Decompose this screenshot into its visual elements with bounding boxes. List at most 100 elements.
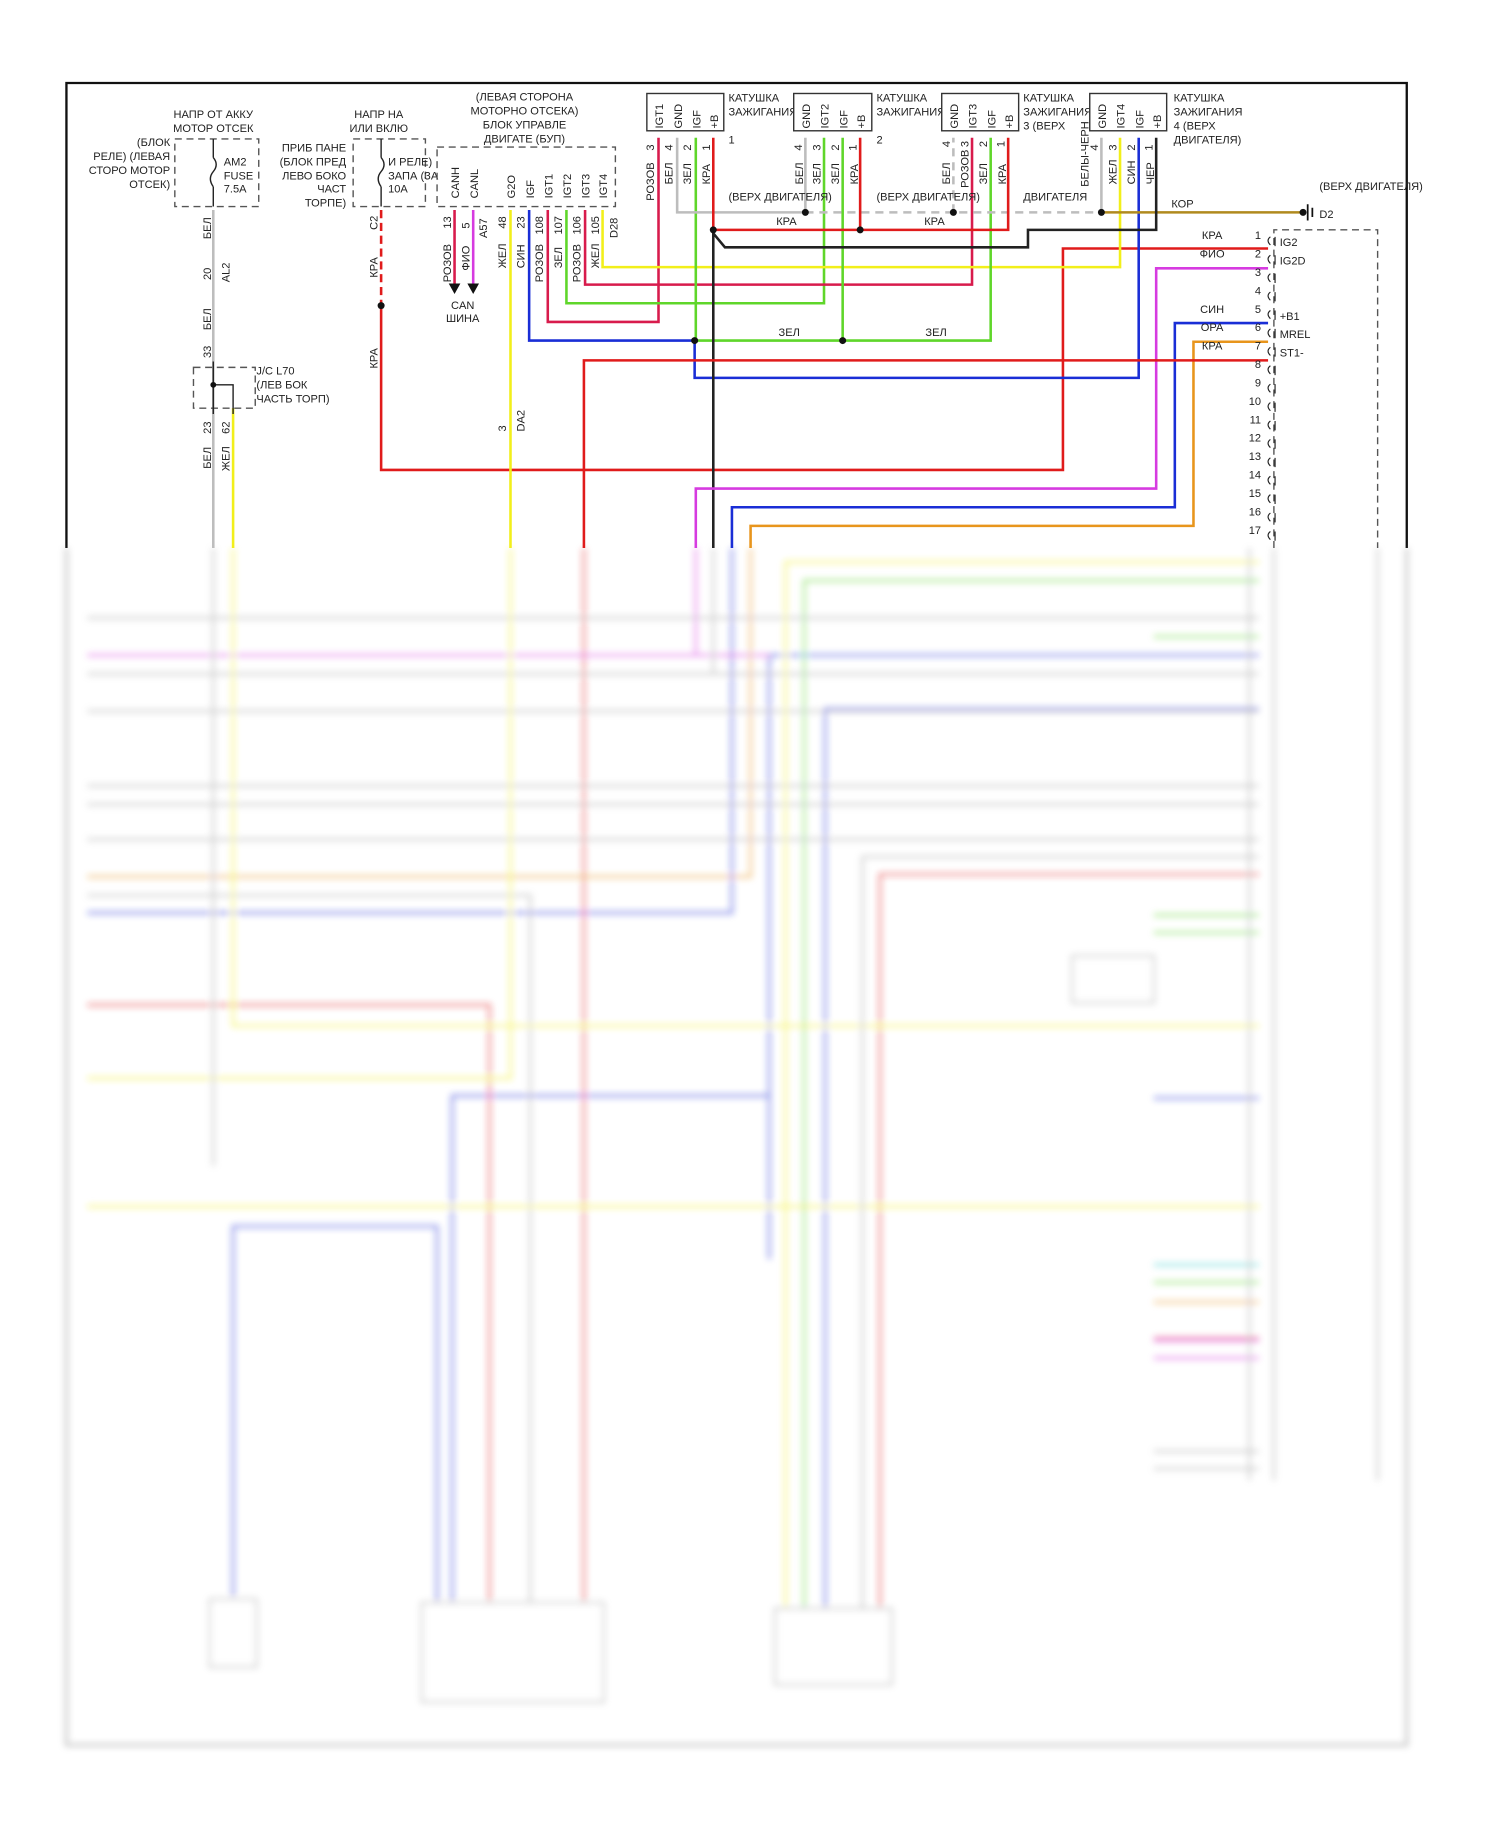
ecm-pin: IGT2 [562,174,574,199]
wire-label: ЖЕЛ [221,446,233,471]
coil-pin: IGF [986,110,998,129]
wire-label: РОЗОВ [534,244,546,282]
connector-terminal-icon [1267,310,1276,320]
wire-label: ОРА [1201,322,1224,334]
fuse-am2-rating: 7.5A [224,184,247,196]
ecm-title: (ЛЕВАЯ СТОРОНА [476,91,574,103]
wire-label: ФИО [1200,249,1225,261]
wire-label: КРА [1202,341,1223,353]
wire-label: КРА [1202,230,1223,242]
coil-pin: IGF [691,110,703,129]
wire-label: ЗЕЛ [925,327,946,339]
coil-title: КАТУШКА [1023,93,1074,105]
ecm-pin-number: 108 [534,216,546,234]
ecm-pin-number: 5 [461,223,473,229]
wire-label: БЕЛ [202,308,214,330]
connector-pin-number: 9 [1255,377,1261,389]
fuse-ign-name: И РЕЛЕ) [388,157,432,169]
connector-terminal-icon [1267,475,1276,486]
ecm-pin-number: 13 [442,216,454,228]
ignition-coil-2: GND IGT2 IGF +B КАТУШКА ЗАЖИГАНИЯ 2 (ВЕР… [793,93,980,204]
coil-title: ЗАЖИГАНИЯ [728,107,797,119]
can-bus-label: CAN [451,300,474,312]
coil-location: ДВИГАТЕЛЯ) [1174,135,1242,147]
fuse-am2-name: FUSE [224,171,254,183]
coil-number: 2 [876,135,882,147]
wire-black [712,137,1158,549]
connector-pin-number: 3 [1255,267,1261,279]
ecm-title: БЛОК УПРАВЛЕ [483,119,567,131]
ecm-connector-name: A57 [478,218,490,238]
ecm-pin-number: 105 [590,216,602,234]
fuse-am2-title: НАПР ОТ АККУ [174,109,254,121]
coil-title: КАТУШКА [876,93,927,105]
coil-pin: IGT3 [968,104,980,129]
coil-pin: IGT1 [654,104,666,129]
connector-pin-name: IG2D [1280,256,1306,268]
connector-terminal-icon [1267,457,1276,468]
diagram-frame [65,81,1408,549]
connector-terminal-icon [1267,420,1276,431]
ground-icon [1306,204,1314,221]
connector-terminal-icon [1267,438,1276,449]
wire-label: ЗЕЛ [553,247,565,268]
connector-pin-number: 7 [1255,341,1261,353]
connector-terminal-icon [1267,365,1276,376]
coil-pin: +B [709,115,721,129]
coil-pin: IGF [1134,110,1146,129]
ecm-pin: IGT4 [598,174,610,199]
ecm-pin-number: 23 [515,216,527,228]
coil-title: ЗАЖИГАНИЯ [1174,107,1243,119]
ecm-pin: IGF [525,180,537,199]
coil-pin-number: 3 [960,141,972,147]
connector-pin-number: 16 [1249,506,1261,518]
connector-terminal-icon [1267,494,1276,504]
ecm-pin: CANL [469,169,481,199]
connector-pin-number: 17 [1249,525,1261,537]
connector-pin-number: 6 [1255,322,1261,334]
coil-pin-number: 3 [645,144,657,150]
fuse-am2-location: ОТСЕК) [129,179,170,191]
coil-pin-number: 2 [682,144,694,150]
connector-terminal-icon [1267,236,1276,247]
ecm-pin: IGT1 [543,174,555,199]
ecm-connector-name: D28 [609,218,621,238]
coil-pin: IGF [838,110,850,129]
wire-label: КРА [701,163,713,184]
connector-pin-number: 10 [1249,396,1261,408]
coil-number: 4 (ВЕРХ [1174,121,1217,133]
connector-pin-number: 5 [1255,304,1261,316]
wire-label: ФИО [461,245,473,270]
ecm: (ЛЕВАЯ СТОРОНА МОТОРНО ОТСЕКА) БЛОК УПРА… [436,91,621,431]
wire-label: СИН [515,244,527,268]
coil-pin-number: 1 [1144,144,1156,150]
wire-ora-mrel [749,340,1269,549]
connector-pin-name: ST1- [1280,348,1304,360]
coil-pin-number: 1 [848,144,860,150]
fuse-ign-name: ЗАПА (ЗА [388,171,439,183]
fuse-am2-location: СТОРО МОТОР [89,165,170,177]
coil-pin-number: 1 [701,144,713,150]
coil-pin: GND [1097,104,1109,129]
coil-pin-number: 2 [830,144,842,150]
coil-pin: +B [856,115,868,129]
connector-pin-number: 4 [1255,285,1261,297]
coil-pin: +B [1152,115,1164,129]
fuse-am2-title: МОТОР ОТСЕК [173,123,254,135]
connector-terminal-icon [1267,531,1276,541]
wires [212,137,1314,549]
ground-location: (ВЕРХ ДВИГАТЕЛЯ) [1319,181,1422,193]
coil-pin-number: 2 [1126,144,1138,150]
ignition-coil-1: IGT1 GND IGF +B КАТУШКА ЗАЖИГАНИЯ 1 (ВЕР… [645,93,832,204]
coil-title: КАТУШКА [728,93,779,105]
wire-label: ЗЕЛ [978,163,990,184]
fuse-am2: НАПР ОТ АККУ МОТОР ОТСЕК (БЛОК РЕЛЕ) (ЛЕ… [89,109,260,358]
wire-label: СИН [1200,304,1224,316]
wire-label: КРА [924,216,945,228]
connector-pin-number: 2 [1255,249,1261,261]
coil-pin-number: 4 [941,141,953,147]
wire-label: БЕЛ [941,162,953,184]
junction-name: J/C L70 [256,365,294,377]
wire-label: КРА [776,216,797,228]
fuse-ign-location: (БЛОК ПРЕД [280,157,347,169]
